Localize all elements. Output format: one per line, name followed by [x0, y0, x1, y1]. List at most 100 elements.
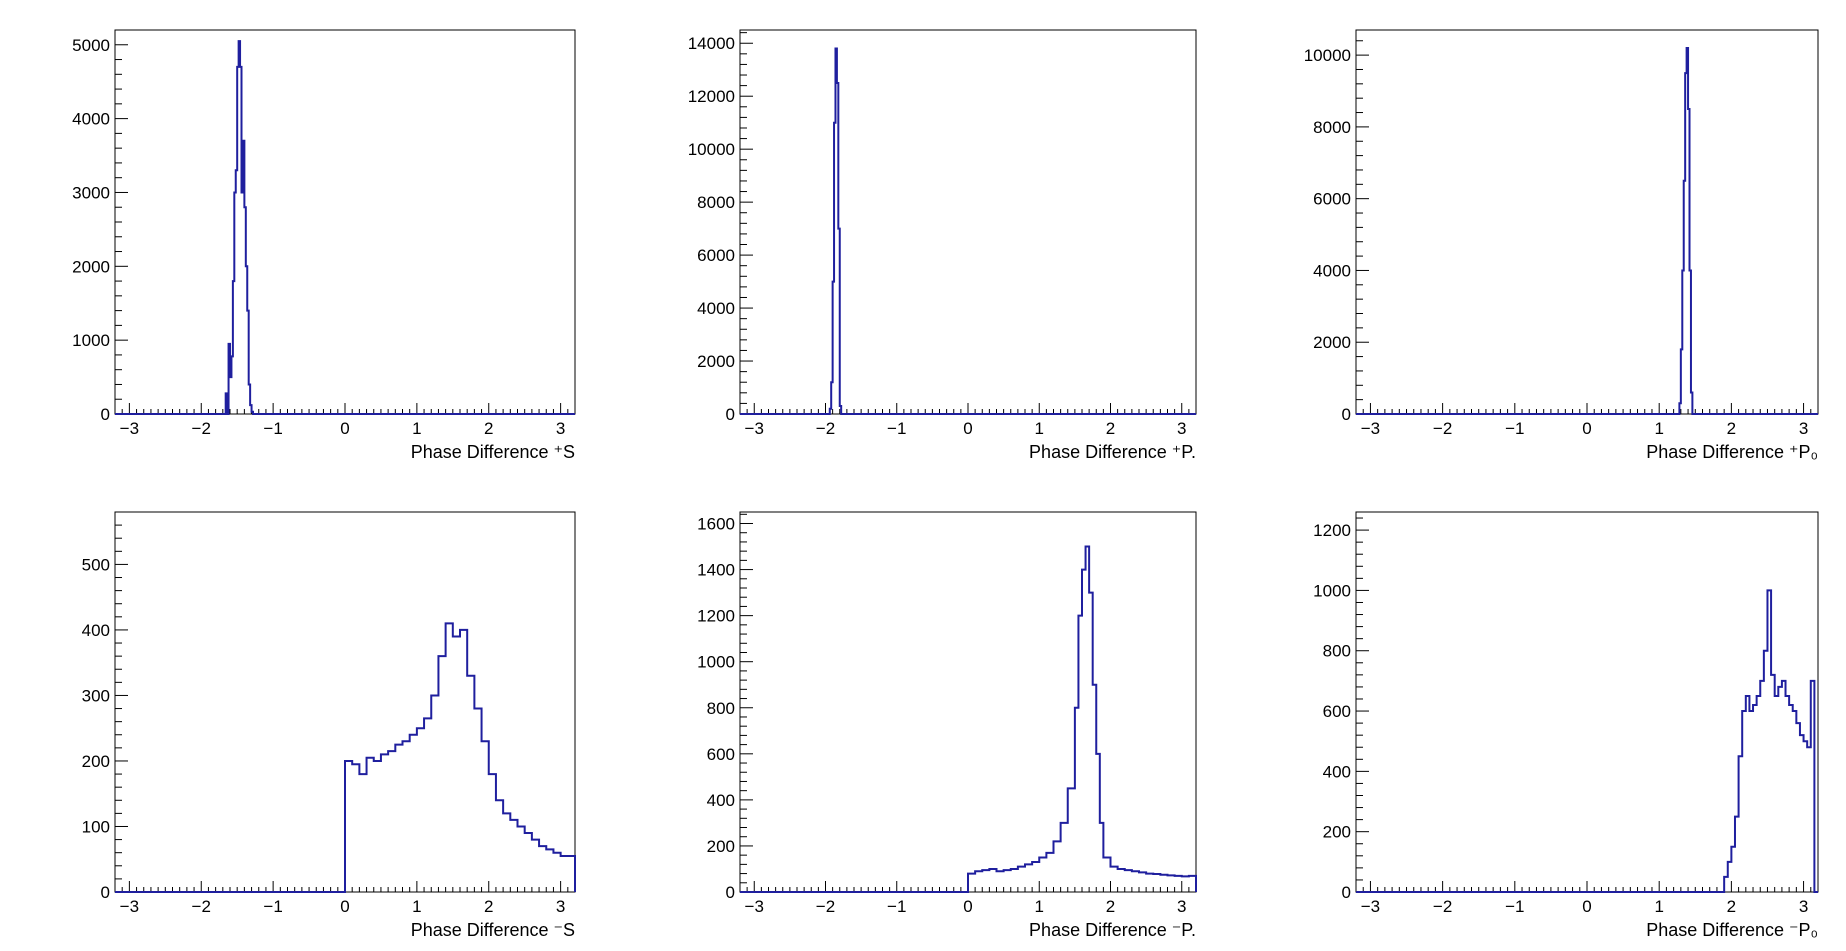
x-tick-label-r2c2: −1: [887, 897, 906, 916]
x-tick-label-r1c3: 1: [1654, 419, 1663, 438]
x-tick-label-r2c2: −2: [816, 897, 835, 916]
x-tick-label-r1c1: 2: [484, 419, 493, 438]
y-tick-label-r2c2: 400: [707, 791, 735, 810]
y-tick-label-r2c1: 100: [82, 817, 110, 836]
y-tick-label-r2c3: 0: [1342, 883, 1351, 902]
y-tick-label-r1c3: 4000: [1313, 261, 1351, 280]
y-tick-label-r2c1: 0: [101, 883, 110, 902]
x-tick-label-r2c3: 0: [1582, 897, 1591, 916]
x-tick-label-r2c3: 1: [1654, 897, 1663, 916]
x-tick-label-r2c2: 0: [963, 897, 972, 916]
plot-frame-r1c1: [114, 29, 576, 415]
y-tick-label-r1c1: 4000: [72, 110, 110, 129]
y-tick-label-r1c1: 5000: [72, 36, 110, 55]
histogram-panel-r2c1: −3 −2 −1 0 1 2 3 0 100 200 300 400 500 Phase Differen…: [82, 511, 576, 940]
y-tick-label-r1c2: 12000: [688, 87, 735, 106]
x-tick-label-r2c2: −3: [745, 897, 764, 916]
y-tick-label-r1c3: 0: [1342, 405, 1351, 424]
histogram-series-r2c2: [740, 545, 1197, 893]
x-axis-label-r1c2: Phase Difference ⁺P.: [1029, 442, 1196, 462]
y-tick-label-r2c3: 600: [1323, 702, 1351, 721]
y-tick-label-r1c2: 10000: [688, 140, 735, 159]
x-tick-label-r2c1: −3: [120, 897, 139, 916]
x-tick-label-r1c2: −1: [887, 419, 906, 438]
y-tick-label-r1c1: 1000: [72, 331, 110, 350]
y-tick-label-r2c2: 0: [726, 883, 735, 902]
y-tick-label-r2c1: 500: [82, 555, 110, 574]
y-tick-label-r1c3: 2000: [1313, 333, 1351, 352]
x-axis-label-r1c3: Phase Difference ⁺P₀: [1646, 442, 1818, 462]
x-tick-label-r2c1: 0: [340, 897, 349, 916]
histogram-panel-r2c2: −3 −2 −1 0 1 2 3 0 200 400 600 800 1000 1200 1400 1600 P…: [697, 511, 1197, 940]
x-tick-label-r2c3: −1: [1505, 897, 1524, 916]
histogram-series-r2c1: [115, 622, 576, 893]
y-tick-label-r2c3: 1000: [1313, 581, 1351, 600]
x-tick-label-r1c1: 0: [340, 419, 349, 438]
histogram-series-r1c2: [740, 47, 1196, 415]
y-tick-label-r2c2: 800: [707, 699, 735, 718]
y-tick-label-r2c2: 1400: [697, 561, 735, 580]
x-tick-label-r1c3: 3: [1799, 419, 1808, 438]
x-axis-label-r1c1: Phase Difference ⁺S: [411, 442, 575, 462]
x-tick-label-r1c2: 2: [1106, 419, 1115, 438]
y-tick-label-r1c1: 2000: [72, 257, 110, 276]
y-tick-label-r2c2: 600: [707, 745, 735, 764]
plot-frame-r1c3: [1355, 29, 1819, 415]
y-tick-label-r2c2: 200: [707, 837, 735, 856]
x-tick-label-r1c3: 0: [1582, 419, 1591, 438]
y-tick-label-r2c2: 1600: [697, 515, 735, 534]
x-tick-label-r1c2: −2: [816, 419, 835, 438]
x-tick-label-r1c3: −2: [1433, 419, 1452, 438]
y-tick-label-r1c1: 0: [101, 405, 110, 424]
x-tick-label-r2c3: 2: [1727, 897, 1736, 916]
y-tick-label-r1c3: 6000: [1313, 190, 1351, 209]
y-tick-label-r1c2: 2000: [697, 352, 735, 371]
x-tick-label-r1c1: 3: [556, 419, 565, 438]
x-tick-label-r2c3: 3: [1799, 897, 1808, 916]
y-tick-label-r2c2: 1200: [697, 607, 735, 626]
x-tick-label-r2c2: 1: [1035, 897, 1044, 916]
y-tick-label-r1c2: 8000: [697, 193, 735, 212]
histogram-series-r1c1: [115, 40, 575, 415]
plot-frame-r1c2: [739, 29, 1197, 415]
x-tick-label-r2c1: 1: [412, 897, 421, 916]
x-tick-label-r1c2: 1: [1035, 419, 1044, 438]
x-tick-label-r1c1: −3: [120, 419, 139, 438]
x-tick-label-r2c1: 2: [484, 897, 493, 916]
y-tick-label-r1c2: 0: [726, 405, 735, 424]
x-tick-label-r1c2: 0: [963, 419, 972, 438]
y-tick-label-r1c3: 8000: [1313, 118, 1351, 137]
x-tick-label-r1c1: −2: [192, 419, 211, 438]
plot-frame-r2c2: [739, 511, 1197, 893]
x-tick-label-r1c3: 2: [1727, 419, 1736, 438]
y-tick-label-r1c2: 14000: [688, 34, 735, 53]
x-tick-label-r1c3: −3: [1361, 419, 1380, 438]
y-tick-label-r2c3: 800: [1323, 642, 1351, 661]
x-axis-label-r2c2: Phase Difference ⁻P.: [1029, 920, 1196, 940]
x-tick-label-r1c2: −3: [745, 419, 764, 438]
histogram-panel-r2c3: −3 −2 −1 0 1 2 3 0 200 400 600 800 1000 1200 Phase Dif…: [1313, 511, 1819, 940]
y-tick-label-r2c1: 300: [82, 686, 110, 705]
histogram-panel-r1c1: −3 −2 −1 0 1 2 3 0 1000 2000 3000 4000 5000 Phase Dif…: [72, 29, 576, 462]
x-axis-label-r2c3: Phase Difference ⁻P₀: [1646, 920, 1818, 940]
x-tick-label-r2c1: −2: [192, 897, 211, 916]
histogram-series-r1c3: [1356, 46, 1818, 415]
histogram-panel-r1c2: −3 −2 −1 0 1 2 3 0 2000 4000 6000 8000 10000 12000 140…: [688, 29, 1197, 462]
y-tick-label-r2c3: 1200: [1313, 521, 1351, 540]
y-tick-label-r1c2: 6000: [697, 246, 735, 265]
x-tick-label-r1c1: 1: [412, 419, 421, 438]
histogram-panel-r1c3: −3 −2 −1 0 1 2 3 0 2000 4000 6000 8000 10000 Phase Di…: [1304, 29, 1819, 462]
y-tick-label-r1c3: 10000: [1304, 46, 1351, 65]
x-tick-label-r1c3: −1: [1505, 419, 1524, 438]
x-axis-label-r2c1: Phase Difference ⁻S: [411, 920, 575, 940]
y-tick-label-r2c3: 200: [1323, 823, 1351, 842]
x-tick-label-r1c1: −1: [263, 419, 282, 438]
histogram-series-r2c3: [1356, 589, 1818, 893]
y-tick-label-r2c3: 400: [1323, 762, 1351, 781]
y-tick-label-r1c1: 3000: [72, 183, 110, 202]
x-tick-label-r2c2: 2: [1106, 897, 1115, 916]
x-tick-label-r1c2: 3: [1177, 419, 1186, 438]
y-tick-label-r2c1: 200: [82, 752, 110, 771]
